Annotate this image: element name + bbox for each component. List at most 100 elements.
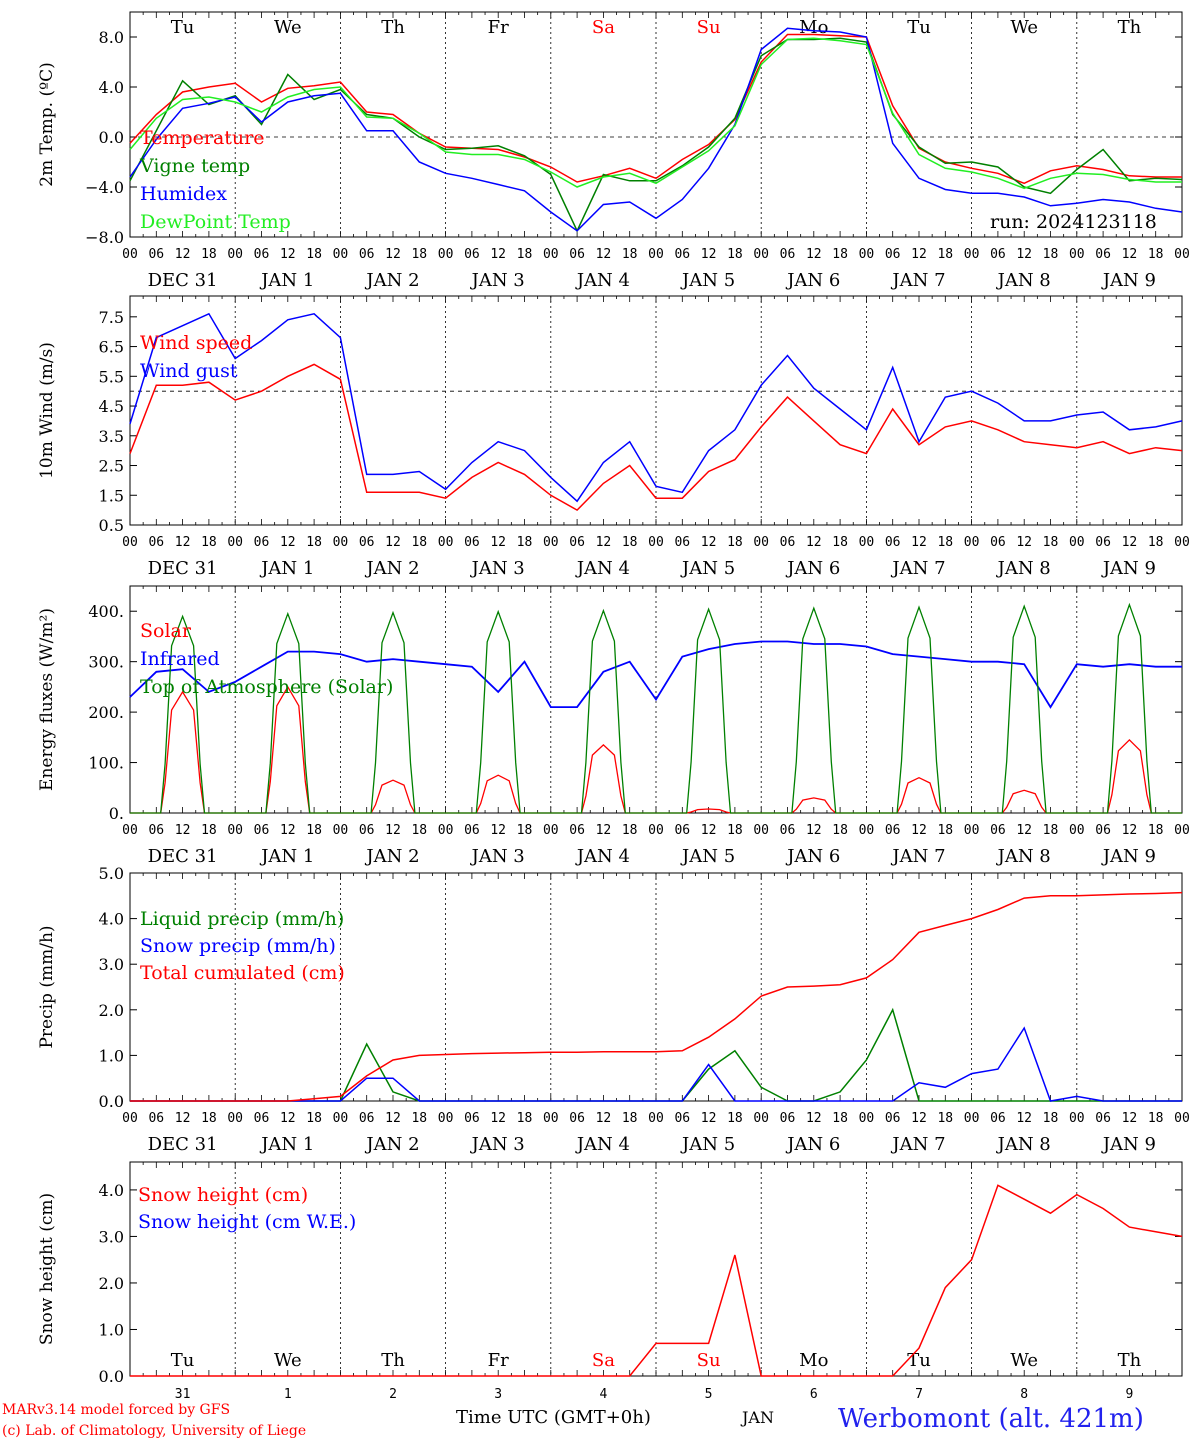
weekday-label: Tu bbox=[907, 17, 931, 38]
hour-tick-label: 06 bbox=[674, 823, 690, 838]
series-line-temperature bbox=[129, 33, 1182, 185]
y-axis-label: Snow height (cm) bbox=[37, 1193, 57, 1345]
day-number-label: 8 bbox=[1020, 1387, 1028, 1402]
date-label: JAN 3 bbox=[470, 270, 525, 291]
date-label: JAN 3 bbox=[470, 846, 525, 867]
date-label: JAN 6 bbox=[785, 846, 840, 867]
hour-tick-label: 06 bbox=[148, 247, 164, 262]
hour-tick-label: 12 bbox=[280, 535, 296, 550]
y-tick-label: 0.5 bbox=[99, 516, 124, 535]
hour-tick-label: 00 bbox=[753, 1111, 769, 1126]
hour-tick-label: 18 bbox=[1148, 1111, 1164, 1126]
y-tick-label: 1.0 bbox=[99, 1046, 124, 1065]
month-label: JAN bbox=[740, 1408, 774, 1427]
hour-tick-label: 18 bbox=[411, 1111, 427, 1126]
hour-tick-label: 12 bbox=[1122, 535, 1138, 550]
date-label: DEC 31 bbox=[148, 270, 218, 291]
date-label: JAN 2 bbox=[364, 270, 419, 291]
hour-tick-label: 00 bbox=[438, 247, 454, 262]
hour-tick-label: 12 bbox=[701, 1111, 717, 1126]
hour-tick-label: 06 bbox=[254, 535, 270, 550]
hour-tick-label: 06 bbox=[148, 823, 164, 838]
date-label: JAN 8 bbox=[996, 558, 1051, 579]
date-label: JAN 4 bbox=[575, 270, 630, 291]
hour-tick-label: 18 bbox=[727, 1111, 743, 1126]
weekday-label: Mo bbox=[799, 17, 828, 38]
hour-tick-label: 18 bbox=[832, 535, 848, 550]
hour-tick-label: 18 bbox=[622, 823, 638, 838]
hour-tick-label: 12 bbox=[175, 1111, 191, 1126]
hour-tick-label: 12 bbox=[280, 247, 296, 262]
y-tick-label: 5.5 bbox=[99, 367, 124, 386]
legend-humidex: Humidex bbox=[140, 183, 227, 205]
model-credit: MARv3.14 model forced by GFS bbox=[2, 1402, 230, 1418]
hour-tick-label: 00 bbox=[964, 535, 980, 550]
y-tick-label: 7.5 bbox=[99, 308, 124, 327]
hour-tick-label: 06 bbox=[359, 823, 375, 838]
hour-tick-label: 00 bbox=[859, 823, 875, 838]
legend-dewpoint: DewPoint Temp bbox=[140, 211, 291, 233]
date-label: JAN 7 bbox=[890, 1134, 945, 1155]
series-line-top-of-atmosphere-solar- bbox=[130, 602, 1182, 814]
y-tick-label: 2.5 bbox=[99, 457, 124, 476]
weekday-label: Fr bbox=[488, 1350, 509, 1371]
date-label: JAN 1 bbox=[259, 1134, 314, 1155]
hour-tick-label: 18 bbox=[1148, 823, 1164, 838]
hour-tick-label: 00 bbox=[964, 823, 980, 838]
date-label: JAN 8 bbox=[996, 846, 1051, 867]
hour-tick-label: 00 bbox=[122, 247, 138, 262]
hour-tick-label: 12 bbox=[1016, 247, 1032, 262]
panel5-legend: Snow height (cm) Snow height (cm W.E.) bbox=[138, 1184, 356, 1233]
date-label: JAN 5 bbox=[680, 270, 735, 291]
hour-tick-label: 00 bbox=[333, 1111, 349, 1126]
hour-tick-label: 00 bbox=[543, 1111, 559, 1126]
legend-vigne-temp: Vigne temp bbox=[139, 155, 250, 177]
date-label: JAN 5 bbox=[680, 1134, 735, 1155]
day-number-label: 7 bbox=[915, 1387, 923, 1402]
hour-tick-label: 18 bbox=[1043, 823, 1059, 838]
hour-tick-label: 12 bbox=[806, 1111, 822, 1126]
series-line-infrared bbox=[129, 640, 1182, 709]
hour-tick-label: 00 bbox=[753, 823, 769, 838]
hour-tick-label: 06 bbox=[674, 247, 690, 262]
hour-tick-label: 12 bbox=[1122, 1111, 1138, 1126]
y-tick-label: 0.0 bbox=[99, 128, 124, 147]
date-label: JAN 4 bbox=[575, 1134, 630, 1155]
panel3-legend: Solar Infrared Top of Atmosphere (Solar) bbox=[140, 620, 393, 698]
hour-tick-label: 06 bbox=[990, 535, 1006, 550]
day-number-label: 31 bbox=[175, 1387, 191, 1402]
weekday-label: Sa bbox=[592, 17, 615, 38]
hour-tick-label: 00 bbox=[648, 1111, 664, 1126]
hour-tick-label: 12 bbox=[490, 1111, 506, 1126]
date-label: JAN 7 bbox=[890, 558, 945, 579]
hour-tick-label: 06 bbox=[359, 1111, 375, 1126]
hour-tick-label: 12 bbox=[911, 247, 927, 262]
weekday-label: Sa bbox=[592, 1350, 615, 1371]
hour-tick-label: 06 bbox=[464, 535, 480, 550]
hour-tick-label: 18 bbox=[622, 247, 638, 262]
hour-tick-label: 18 bbox=[622, 535, 638, 550]
weekday-label: Tu bbox=[171, 17, 195, 38]
hour-tick-label: 06 bbox=[885, 1111, 901, 1126]
hour-tick-label: 00 bbox=[227, 1111, 243, 1126]
weekday-label: Mo bbox=[799, 1350, 828, 1371]
weekday-label: We bbox=[1010, 1350, 1038, 1371]
hour-tick-label: 06 bbox=[1095, 535, 1111, 550]
hour-tick-label: 00 bbox=[333, 247, 349, 262]
date-label: DEC 31 bbox=[148, 558, 218, 579]
series-line-snow-height-cm- bbox=[130, 1184, 1183, 1377]
hour-tick-label: 06 bbox=[885, 823, 901, 838]
hour-tick-label: 00 bbox=[1174, 535, 1190, 550]
hour-tick-label: 18 bbox=[517, 1111, 533, 1126]
hour-tick-label: 06 bbox=[990, 247, 1006, 262]
weekday-label: Su bbox=[697, 1350, 721, 1371]
y-tick-label: 2.0 bbox=[99, 1274, 124, 1293]
hour-tick-label: 18 bbox=[517, 823, 533, 838]
y-tick-label: 4.0 bbox=[99, 1181, 124, 1200]
day-number-label: 3 bbox=[494, 1387, 502, 1402]
legend-snow-height-we: Snow height (cm W.E.) bbox=[138, 1211, 356, 1233]
date-label: JAN 6 bbox=[785, 558, 840, 579]
hour-tick-label: 18 bbox=[1148, 247, 1164, 262]
date-label: JAN 6 bbox=[785, 270, 840, 291]
hour-tick-label: 06 bbox=[569, 1111, 585, 1126]
